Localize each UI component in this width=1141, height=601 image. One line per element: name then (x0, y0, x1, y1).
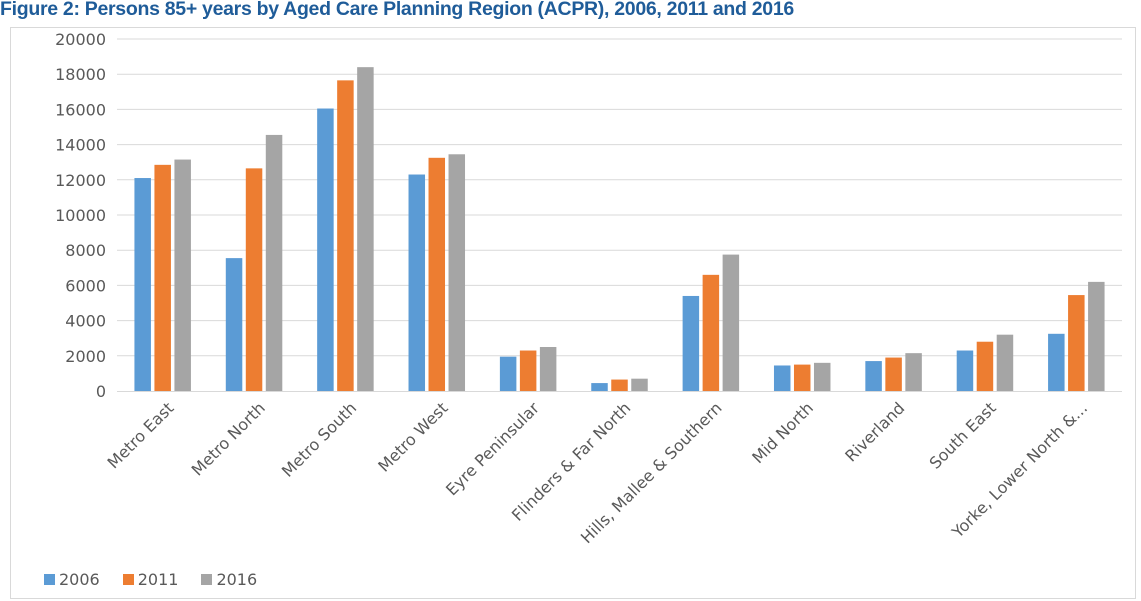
bar-2016 (539, 347, 557, 391)
legend: 2006 2011 2016 (44, 568, 280, 590)
gridlines (117, 38, 1122, 357)
bar-2006 (499, 356, 517, 391)
y-tick-label: 14000 (55, 136, 106, 155)
legend-item-2016: 2016 (201, 570, 257, 589)
y-tick-label: 0 (96, 382, 106, 401)
y-tick-label: 16000 (55, 100, 106, 119)
x-tick-label: Metro West (374, 398, 451, 475)
bar-2006 (134, 178, 151, 391)
bar-2006 (591, 383, 608, 391)
bar-2006 (682, 295, 700, 391)
y-tick-label: 10000 (55, 206, 106, 225)
bar-2006 (317, 108, 334, 392)
bar-2016 (813, 362, 831, 391)
y-tick-label: 12000 (55, 171, 106, 190)
bar-2011 (245, 168, 263, 391)
bar-2016 (174, 159, 191, 391)
y-tick-label: 20000 (55, 30, 106, 49)
bar-2016 (905, 353, 922, 391)
legend-swatch (122, 573, 134, 585)
legend-label: 2006 (59, 569, 100, 589)
bar-2006 (956, 350, 974, 391)
bar-2006 (865, 361, 882, 391)
y-tick-label: 18000 (55, 65, 106, 84)
bar-2011 (793, 364, 811, 391)
x-tick-label: Mid North (748, 398, 817, 467)
bar-2006 (225, 258, 243, 391)
x-tick-label: Metro South (278, 398, 360, 480)
bar-2016 (1088, 281, 1105, 391)
bar-2006 (1048, 333, 1065, 391)
bar-2016 (722, 254, 740, 391)
bar-2016 (357, 67, 374, 391)
bar-2011 (1068, 295, 1085, 391)
bar-2006 (773, 365, 791, 391)
y-tick-label: 6000 (65, 276, 106, 295)
legend-label: 2011 (137, 569, 179, 589)
bar-2006 (408, 174, 426, 391)
legend-item-2006: 2006 (44, 570, 100, 589)
bar-2016 (265, 134, 283, 392)
x-axis-ticks: Metro East Metro North Metro South Metro We… (104, 398, 1092, 547)
bar-2011 (154, 164, 171, 391)
bar-2011 (702, 274, 720, 391)
bar-2011 (611, 379, 628, 391)
x-tick-label: Metro North (188, 398, 269, 479)
legend-swatch (44, 573, 55, 585)
legend-item-2011: 2011 (122, 569, 179, 589)
bar-2016 (631, 378, 648, 391)
y-tick-label: 8000 (65, 241, 106, 260)
bar-2011 (337, 80, 354, 392)
x-tick-label: Riverland (841, 398, 908, 465)
bars (134, 67, 1105, 392)
bar-2016 (996, 334, 1014, 391)
y-tick-label: 2000 (65, 347, 106, 366)
bar-2011 (976, 341, 994, 391)
bar-2011 (885, 357, 902, 391)
chart-frame (10, 27, 1136, 599)
bar-2011 (519, 350, 537, 391)
legend-label: 2016 (216, 569, 258, 589)
bar-2016 (448, 154, 466, 391)
chart-title: Figure 2: Persons 85+ years by Aged Care… (0, 0, 794, 20)
x-tick-label: South East (925, 398, 999, 472)
y-axis-ticks: 0 2000 4000 6000 8000 10000 12000 14000 16000 180… (55, 30, 106, 401)
y-tick-label: 4000 (65, 312, 106, 331)
legend-swatch (201, 573, 213, 585)
x-tick-label: Metro East (104, 398, 178, 472)
x-tick-label: Eyre Peninsular (442, 398, 543, 499)
bar-2011 (428, 157, 446, 391)
